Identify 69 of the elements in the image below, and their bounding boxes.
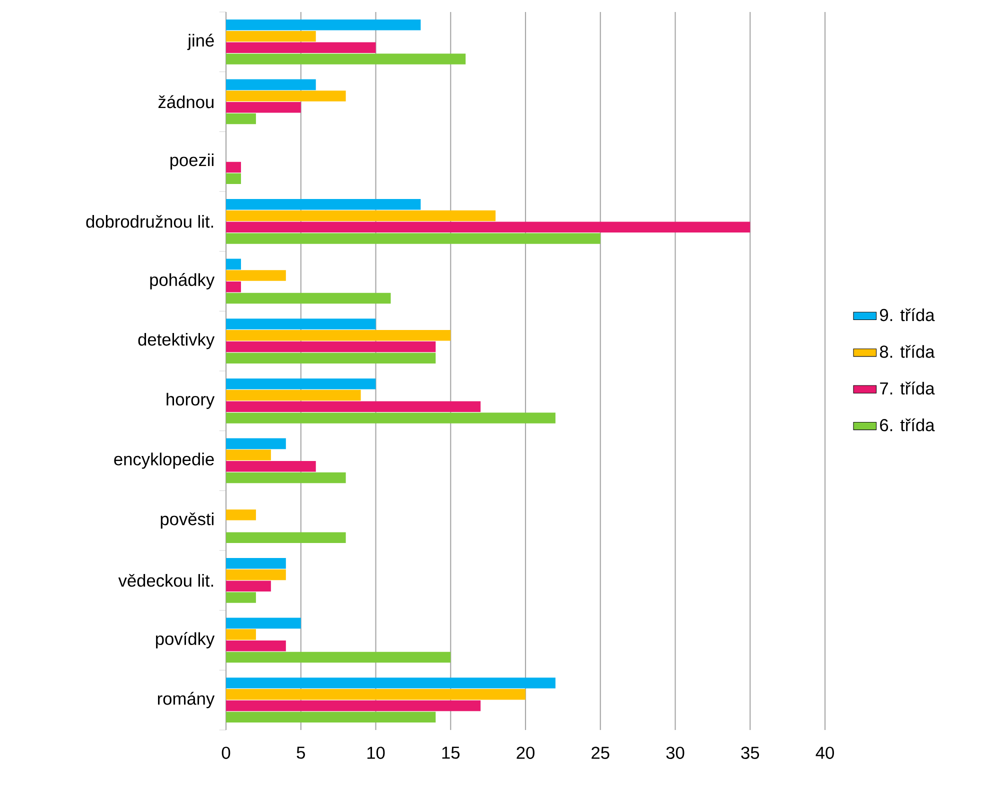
bar: [226, 258, 241, 270]
bar: [226, 162, 241, 173]
bar: [226, 592, 256, 603]
y-tick-label: pověsti: [160, 512, 214, 529]
bar: [226, 378, 376, 390]
bar: [226, 292, 391, 304]
bar: [226, 270, 286, 281]
bar: [226, 282, 241, 292]
bar: [226, 618, 301, 629]
bar: [226, 102, 301, 113]
x-tick-label: 25: [592, 746, 610, 759]
legend-label: 9. třída: [880, 308, 935, 322]
bar: [226, 401, 481, 412]
x-tick-label: 10: [367, 746, 385, 759]
bar: [226, 198, 421, 210]
bar: [226, 318, 376, 330]
legend-label: 8. třída: [880, 344, 935, 358]
x-tick-label: 0: [222, 746, 230, 759]
y-tick-label: povídky: [156, 632, 215, 648]
bar: [226, 640, 286, 652]
y-tick-label: encyklopedie: [114, 452, 214, 469]
y-tick-label: romány: [158, 692, 215, 708]
legend-label: 6. třída: [880, 418, 935, 432]
bar: [226, 54, 466, 64]
bar: [226, 390, 361, 401]
bar: [226, 412, 556, 424]
bar: [226, 352, 436, 364]
bar: [226, 689, 526, 700]
y-tick-label: dobrodružnou lit.: [86, 214, 214, 228]
x-tick-label: 35: [741, 746, 760, 759]
bar: [226, 173, 241, 184]
bar: [226, 30, 316, 42]
legend-label: 7. třída: [880, 382, 935, 395]
bar: [226, 652, 451, 663]
bar: [226, 532, 346, 544]
y-tick-label: pohádky: [150, 273, 215, 290]
bar: [226, 712, 436, 723]
x-tick-label: 20: [516, 746, 534, 759]
bar: [226, 210, 496, 222]
bar: [226, 341, 436, 352]
bar: [226, 330, 451, 341]
y-tick-label: poezii: [170, 153, 214, 170]
bar: [226, 113, 256, 124]
x-tick-label: 30: [666, 746, 684, 759]
y-tick-label: horory: [166, 392, 215, 409]
bar: [226, 569, 286, 580]
bar: [226, 19, 421, 30]
bar: [226, 558, 286, 569]
x-tick-label: 15: [442, 746, 460, 759]
y-tick-label: žádnou: [158, 95, 214, 108]
bar: [226, 79, 316, 90]
bar: [226, 222, 750, 232]
y-tick-label: detektivky: [138, 332, 215, 350]
bar: [226, 450, 271, 460]
bar: [226, 580, 271, 592]
y-tick-label: vědeckou lit.: [118, 574, 214, 587]
bar: [226, 629, 256, 640]
y-tick-label: jiné: [187, 34, 214, 50]
bar: [226, 509, 256, 520]
bar: [226, 90, 346, 102]
bar: [226, 461, 316, 472]
bar: [226, 233, 600, 244]
bar: [226, 700, 481, 712]
x-tick-label: 40: [816, 746, 834, 759]
bar: [226, 678, 556, 688]
x-tick-label: 5: [296, 746, 305, 759]
bar: [226, 438, 286, 450]
bar: [226, 42, 376, 53]
bar: [226, 472, 346, 484]
